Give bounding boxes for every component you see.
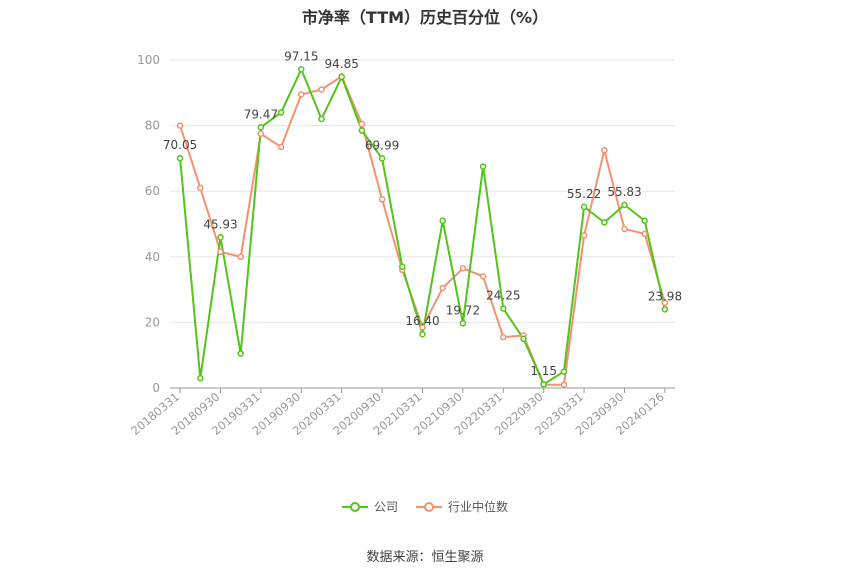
data-point-industry: [298, 91, 305, 98]
data-point-company: [500, 305, 507, 312]
data-point-industry: [500, 333, 507, 341]
data-label: 97.15: [284, 49, 318, 63]
data-point-company: [197, 374, 204, 382]
data-point-industry: [580, 232, 588, 239]
line-chart: 0204060801002018033120180930201903312019…: [128, 49, 682, 438]
data-point-company: [540, 380, 547, 388]
data-point-industry: [378, 196, 386, 203]
data-point-industry: [459, 265, 467, 272]
data-point-company: [298, 66, 305, 73]
data-label: 69.99: [365, 138, 399, 152]
data-point-industry: [641, 230, 648, 238]
data-point-company: [237, 350, 244, 357]
data-point-industry: [217, 248, 224, 256]
data-point-industry: [257, 130, 265, 138]
data-point-company: [580, 203, 588, 211]
data-label: 79.47: [244, 107, 278, 121]
data-point-company: [560, 368, 568, 375]
data-point-company: [378, 155, 386, 162]
data-point-company: [621, 201, 628, 209]
legend-company-label: 公司: [373, 500, 398, 514]
data-point-company: [419, 330, 426, 338]
data-label: 94.85: [325, 57, 359, 71]
y-tick-label: 20: [145, 315, 160, 329]
data-point-company: [439, 217, 446, 224]
data-point-company: [520, 335, 527, 343]
data-point-company: [399, 263, 406, 270]
data-point-industry: [197, 184, 204, 192]
data-point-company: [459, 320, 467, 327]
data-point-industry: [439, 284, 446, 292]
data-point-industry: [419, 324, 426, 331]
chart-title: 市净率（TTM）历史百分位（%）: [301, 8, 549, 27]
data-label: 24.25: [486, 288, 520, 302]
y-tick-label: 40: [145, 250, 160, 264]
y-tick-label: 0: [152, 381, 160, 395]
data-point-industry: [560, 381, 568, 388]
y-tick-label: 100: [137, 53, 160, 67]
data-label: 23.98: [648, 289, 682, 303]
data-point-industry: [318, 86, 325, 93]
data-label: 1.15: [530, 364, 557, 378]
legend-item-company[interactable]: 公司: [341, 498, 398, 515]
data-point-company: [641, 217, 648, 224]
data-point-company: [176, 154, 184, 162]
legend: 公司 行业中位数: [0, 498, 850, 515]
legend-industry-marker: [416, 501, 442, 512]
data-label: 70.05: [163, 138, 197, 152]
data-point-company: [318, 115, 325, 123]
data-point-company: [257, 124, 265, 131]
series-line-industry: [179, 75, 666, 386]
data-point-company: [338, 73, 345, 81]
data-label: 16.40: [405, 314, 439, 328]
data-label: 55.22: [567, 187, 601, 201]
data-label: 19.72: [446, 303, 480, 317]
legend-item-industry[interactable]: 行业中位数: [416, 498, 508, 515]
data-point-industry: [601, 146, 608, 154]
data-point-company: [479, 163, 487, 170]
data-point-industry: [479, 273, 487, 280]
data-point-company: [217, 234, 224, 241]
data-point-industry: [277, 143, 285, 151]
data-point-industry: [358, 120, 366, 128]
data-point-company: [601, 219, 608, 226]
data-point-industry: [661, 299, 669, 306]
data-point-company: [277, 109, 285, 116]
legend-company-marker: [341, 501, 368, 512]
y-tick-label: 80: [145, 119, 160, 133]
data-point-company: [358, 127, 366, 134]
data-source: 数据来源：恒生聚源: [366, 550, 484, 565]
data-point-company: [661, 306, 669, 313]
y-tick-label: 60: [145, 184, 160, 198]
data-label: 45.93: [203, 217, 237, 231]
data-point-industry: [621, 225, 628, 233]
data-point-industry: [237, 253, 244, 261]
legend-industry-label: 行业中位数: [448, 500, 509, 514]
data-label: 55.83: [607, 185, 641, 199]
data-point-industry: [176, 122, 184, 129]
